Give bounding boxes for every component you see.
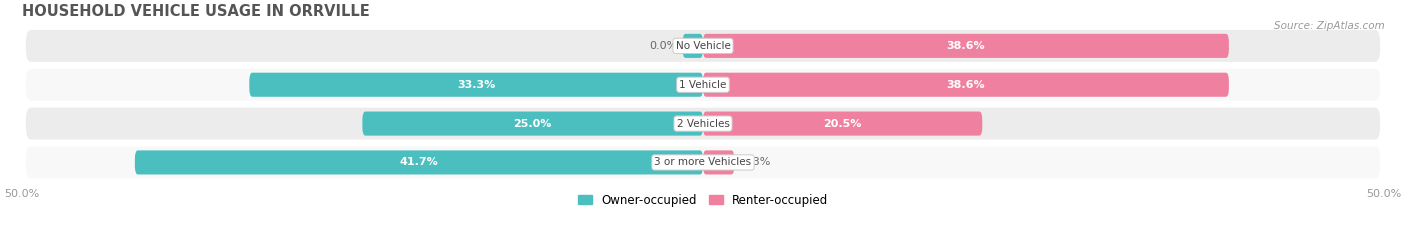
Text: 3 or more Vehicles: 3 or more Vehicles (654, 158, 752, 168)
Text: 41.7%: 41.7% (399, 158, 439, 168)
Text: 2.3%: 2.3% (742, 158, 770, 168)
Text: 33.3%: 33.3% (457, 80, 495, 90)
FancyBboxPatch shape (25, 147, 1381, 178)
FancyBboxPatch shape (703, 150, 734, 175)
Text: 20.5%: 20.5% (824, 119, 862, 129)
FancyBboxPatch shape (703, 34, 1229, 58)
Text: 25.0%: 25.0% (513, 119, 553, 129)
FancyBboxPatch shape (135, 150, 703, 175)
FancyBboxPatch shape (25, 30, 1381, 62)
FancyBboxPatch shape (249, 73, 703, 97)
Text: 0.0%: 0.0% (648, 41, 678, 51)
Text: Source: ZipAtlas.com: Source: ZipAtlas.com (1274, 21, 1385, 31)
Text: HOUSEHOLD VEHICLE USAGE IN ORRVILLE: HOUSEHOLD VEHICLE USAGE IN ORRVILLE (21, 4, 370, 19)
Text: No Vehicle: No Vehicle (675, 41, 731, 51)
FancyBboxPatch shape (363, 112, 703, 136)
FancyBboxPatch shape (25, 69, 1381, 101)
Text: 1 Vehicle: 1 Vehicle (679, 80, 727, 90)
FancyBboxPatch shape (25, 108, 1381, 140)
FancyBboxPatch shape (703, 112, 983, 136)
Text: 2 Vehicles: 2 Vehicles (676, 119, 730, 129)
Text: 38.6%: 38.6% (946, 41, 986, 51)
FancyBboxPatch shape (703, 73, 1229, 97)
Legend: Owner-occupied, Renter-occupied: Owner-occupied, Renter-occupied (578, 194, 828, 207)
Text: 38.6%: 38.6% (946, 80, 986, 90)
FancyBboxPatch shape (682, 34, 703, 58)
